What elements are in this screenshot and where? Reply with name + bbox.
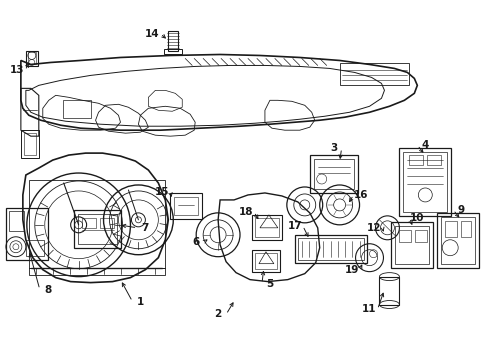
Text: 2: 2 bbox=[214, 310, 221, 319]
Text: 5: 5 bbox=[266, 279, 273, 289]
Text: 7: 7 bbox=[142, 223, 149, 233]
Text: 14: 14 bbox=[145, 28, 160, 39]
Text: 13: 13 bbox=[10, 66, 24, 76]
Text: 1: 1 bbox=[137, 297, 144, 306]
Text: 8: 8 bbox=[44, 284, 51, 294]
Text: 3: 3 bbox=[329, 143, 337, 153]
Text: 18: 18 bbox=[238, 207, 253, 217]
Text: 9: 9 bbox=[457, 205, 464, 215]
Text: 12: 12 bbox=[366, 223, 381, 233]
Text: 11: 11 bbox=[362, 305, 376, 315]
Text: 10: 10 bbox=[409, 213, 424, 223]
Text: 6: 6 bbox=[192, 237, 200, 247]
Text: 4: 4 bbox=[421, 140, 428, 150]
Text: 19: 19 bbox=[344, 265, 358, 275]
Text: 17: 17 bbox=[287, 221, 302, 231]
Text: 16: 16 bbox=[354, 190, 368, 200]
Text: 15: 15 bbox=[155, 187, 169, 197]
